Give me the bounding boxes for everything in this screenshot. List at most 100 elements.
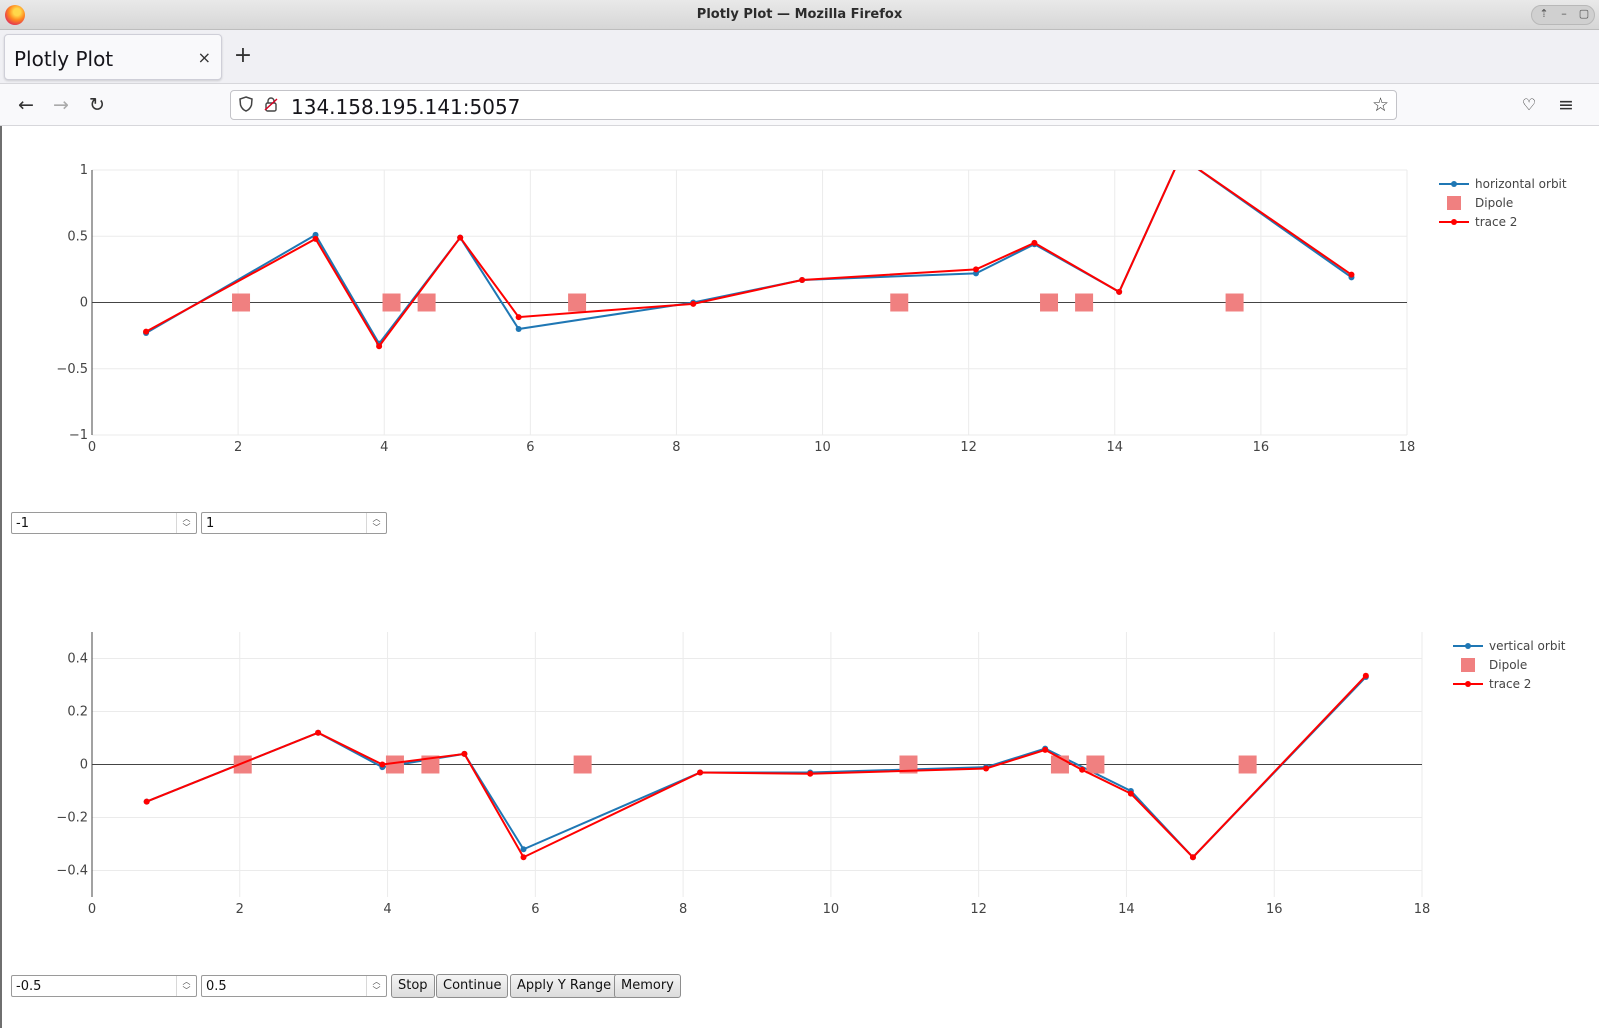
dipole-marker bbox=[233, 755, 252, 774]
x-tick-label: 4 bbox=[380, 440, 388, 455]
window-up-icon[interactable]: ⇡ bbox=[1539, 7, 1549, 20]
url-text[interactable]: 134.158.195.141:5057 bbox=[291, 95, 521, 119]
url-bar[interactable]: 134.158.195.141:5057 ☆ bbox=[230, 90, 1397, 120]
bottom-ymin-input[interactable]: -0.5 ︿ ﹀ bbox=[11, 975, 197, 997]
reload-icon[interactable]: ↻ bbox=[89, 94, 105, 116]
vertical-orbit-line bbox=[146, 676, 1367, 859]
window-controls: ⇡ – ▢ bbox=[1531, 5, 1595, 25]
memory-button[interactable]: Memory bbox=[614, 974, 681, 998]
y-tick-label: 1 bbox=[80, 163, 88, 178]
dipole-marker bbox=[1225, 293, 1244, 312]
back-icon[interactable]: ← bbox=[18, 94, 34, 116]
horizontal-orbit-line bbox=[145, 170, 1353, 346]
trace-2-point bbox=[983, 765, 990, 772]
horizontal-orbit-point bbox=[1178, 154, 1184, 160]
plot-area bbox=[143, 672, 1369, 861]
trace-2-point bbox=[1079, 766, 1086, 773]
new-tab-button[interactable]: + bbox=[233, 43, 253, 68]
trace-2-point bbox=[1362, 672, 1369, 679]
x-tick-label: 2 bbox=[234, 440, 242, 455]
plot-area bbox=[143, 154, 1355, 350]
continue-button[interactable]: Continue bbox=[436, 974, 509, 998]
dipole-marker bbox=[1086, 755, 1105, 774]
y-tick-label: 0.5 bbox=[67, 229, 88, 244]
tracking-shield-icon[interactable] bbox=[239, 96, 253, 116]
trace-2-line bbox=[146, 675, 1367, 859]
trace-2-point bbox=[379, 761, 386, 768]
trace-2-point bbox=[1178, 154, 1184, 160]
dipole-marker bbox=[421, 755, 440, 774]
window-title: Plotly Plot — Mozilla Firefox bbox=[696, 7, 903, 22]
tab-close-icon[interactable]: × bbox=[197, 48, 211, 67]
spinner-arrows-icon[interactable]: ︿ ﹀ bbox=[366, 976, 386, 996]
legend-label: vertical orbit bbox=[1489, 639, 1566, 653]
window-minimize-icon[interactable]: – bbox=[1561, 7, 1567, 20]
x-tick-label: 16 bbox=[1253, 440, 1270, 455]
y-tick-label: 0 bbox=[80, 296, 88, 311]
app-menu-icon[interactable]: ≡ bbox=[1558, 94, 1574, 116]
stop-button[interactable]: Stop bbox=[391, 974, 435, 998]
y-tick-label: 0.2 bbox=[67, 705, 88, 720]
dipole-marker bbox=[899, 755, 918, 774]
dipole-marker bbox=[1075, 293, 1094, 312]
x-tick-label: 14 bbox=[1118, 902, 1135, 917]
trace-2-point bbox=[461, 750, 468, 757]
vertical-orbit-chart[interactable]: 0 2 4 6 8 10 12 14 16 18 −0.4 −0.2 0 0.2 0.4 vertical o… bbox=[2, 586, 1599, 926]
trace-2-point bbox=[376, 343, 383, 350]
horizontal-orbit-point bbox=[515, 326, 522, 332]
apply-y-range-button[interactable]: Apply Y Range bbox=[510, 974, 619, 998]
x-tick-label: 12 bbox=[970, 902, 987, 917]
legend-label: horizontal orbit bbox=[1475, 177, 1567, 191]
y-tick-label: −0.4 bbox=[56, 864, 88, 879]
y-tick-label: 0.4 bbox=[67, 652, 88, 667]
page-content: 0 2 4 6 8 10 12 14 16 18 −1 −0.5 0 0.5 1 horizontal orb… bbox=[0, 126, 1599, 1028]
trace-2-point bbox=[1042, 746, 1049, 753]
forward-icon[interactable]: → bbox=[53, 94, 69, 116]
x-tick-label: 10 bbox=[814, 440, 831, 455]
top-ymax-input[interactable]: 1 ︿ ﹀ bbox=[201, 512, 387, 534]
x-tick-label: 0 bbox=[88, 902, 96, 917]
navigation-bar: ← → ↻ 134.158.195.141:5057 ☆ ♡ ≡ bbox=[0, 84, 1599, 126]
x-tick-label: 8 bbox=[672, 440, 680, 455]
legend-point-swatch bbox=[1451, 219, 1457, 225]
bottom-ymax-value: 0.5 bbox=[206, 979, 227, 994]
dipole-marker bbox=[417, 293, 436, 312]
x-tick-label: 18 bbox=[1399, 440, 1416, 455]
y-tick-label: −1 bbox=[69, 428, 88, 443]
trace-2-line bbox=[145, 170, 1353, 349]
dipole-marker bbox=[568, 293, 587, 312]
trace-2-point bbox=[143, 798, 150, 805]
x-tick-label: 12 bbox=[960, 440, 977, 455]
y-tick-label: −0.5 bbox=[56, 362, 88, 377]
y-tick-label: 0 bbox=[80, 758, 88, 773]
trace-2-point bbox=[799, 276, 806, 283]
legend-label: Dipole bbox=[1475, 196, 1513, 210]
x-tick-label: 10 bbox=[823, 902, 840, 917]
pocket-icon[interactable]: ♡ bbox=[1521, 95, 1537, 114]
spinner-arrows-icon[interactable]: ︿ ﹀ bbox=[176, 513, 196, 533]
tab-bar: Plotly Plot × + bbox=[0, 30, 1599, 84]
bottom-ymax-input[interactable]: 0.5 ︿ ﹀ bbox=[201, 975, 387, 997]
spinner-arrows-icon[interactable]: ︿ ﹀ bbox=[176, 976, 196, 996]
window-maximize-icon[interactable]: ▢ bbox=[1578, 7, 1590, 20]
trace-2-point bbox=[1189, 854, 1196, 861]
dipole-marker bbox=[382, 293, 401, 312]
trace-2-point bbox=[807, 770, 814, 777]
legend-label: trace 2 bbox=[1475, 215, 1517, 229]
legend-dipole-swatch bbox=[1461, 658, 1475, 672]
trace-2-point bbox=[1116, 288, 1123, 295]
tab-plotly-plot[interactable]: Plotly Plot × bbox=[4, 34, 222, 80]
spinner-arrows-icon[interactable]: ︿ ﹀ bbox=[366, 513, 386, 533]
x-tick-label: 16 bbox=[1266, 902, 1283, 917]
y-tick-label: −0.2 bbox=[56, 811, 88, 826]
horizontal-orbit-chart[interactable]: 0 2 4 6 8 10 12 14 16 18 −1 −0.5 0 0.5 1 horizontal orb… bbox=[2, 126, 1599, 466]
top-ymin-input[interactable]: -1 ︿ ﹀ bbox=[11, 512, 197, 534]
x-tick-label: 8 bbox=[679, 902, 687, 917]
x-tick-label: 6 bbox=[531, 902, 539, 917]
bookmark-star-icon[interactable]: ☆ bbox=[1371, 94, 1389, 116]
trace-2-point bbox=[1127, 790, 1134, 797]
dipole-marker bbox=[232, 293, 251, 312]
insecure-lock-icon[interactable] bbox=[263, 96, 279, 116]
dipole-marker bbox=[385, 755, 404, 774]
